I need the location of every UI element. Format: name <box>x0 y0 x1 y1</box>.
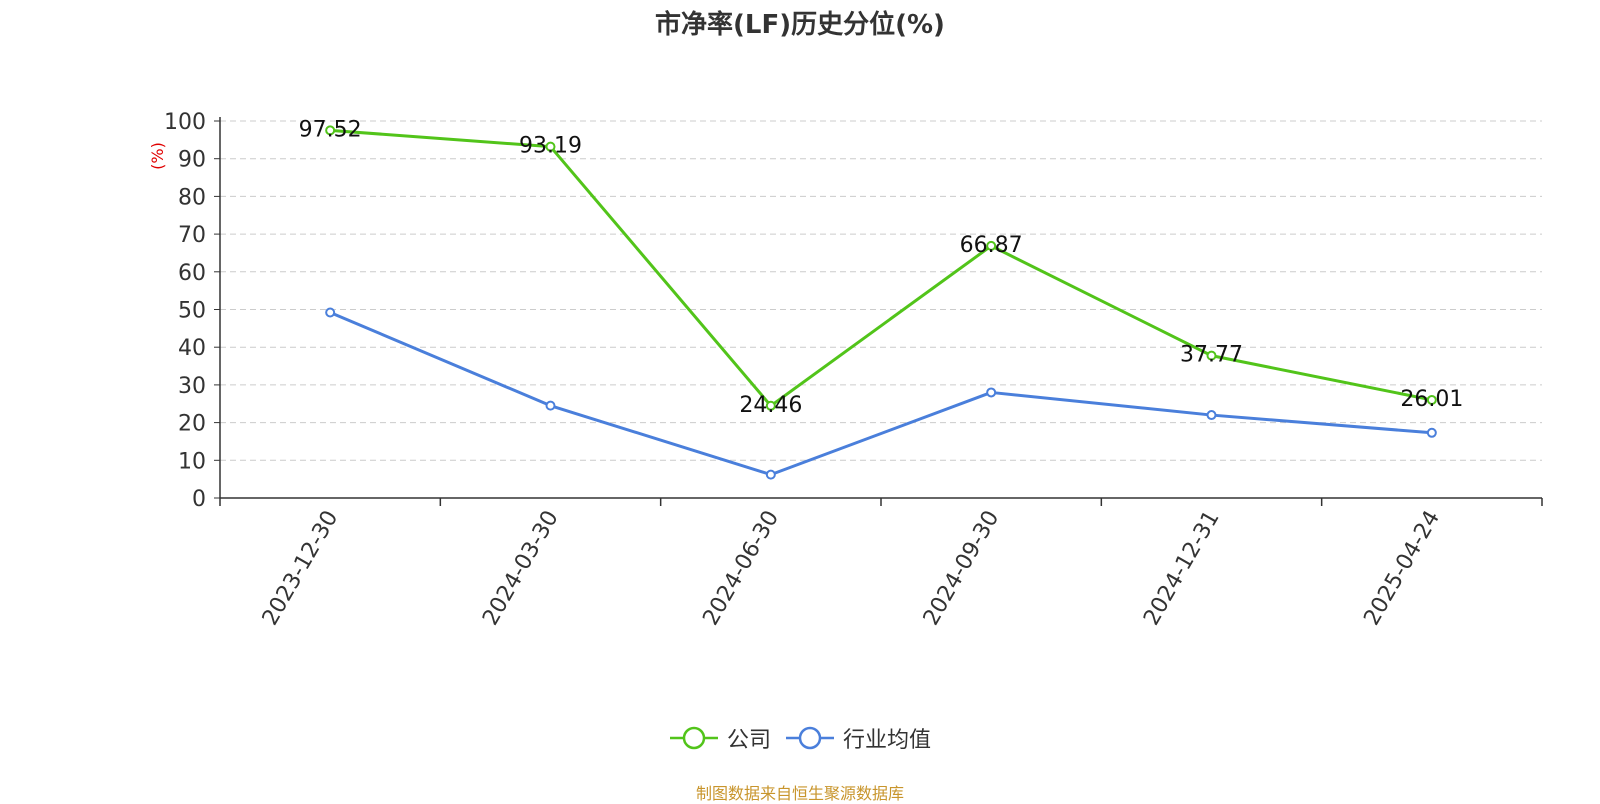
data-labels: 97.52 93.19 24.46 66.87 37.77 26.01 <box>299 117 1464 417</box>
y-tick-label: 0 <box>192 487 206 512</box>
data-point[interactable] <box>1206 410 1217 421</box>
data-label: 37.77 <box>1180 343 1243 368</box>
axes: 0 10 20 30 40 50 60 70 80 90 100 (%) 2023-12-30 2024-… <box>148 110 1543 630</box>
data-point[interactable] <box>765 469 776 480</box>
x-tick-label: 2024-06-30 <box>698 507 784 630</box>
y-tick-label: 30 <box>178 374 206 399</box>
y-tick-label: 100 <box>164 110 206 135</box>
y-tick-label: 20 <box>178 412 206 437</box>
data-label: 26.01 <box>1400 387 1463 412</box>
x-tick-label: 2024-09-30 <box>919 507 1005 630</box>
y-tick-label: 50 <box>178 299 206 324</box>
legend-item-company[interactable]: 公司 <box>669 722 771 754</box>
data-point[interactable] <box>545 141 556 152</box>
y-tick-label: 70 <box>178 223 206 248</box>
grid-lines <box>220 120 1542 461</box>
x-tick-label: 2025-04-24 <box>1359 507 1445 630</box>
x-tick-label: 2023-12-30 <box>258 507 344 630</box>
series-group <box>325 125 1437 480</box>
data-label: 97.52 <box>299 117 362 142</box>
data-point[interactable] <box>325 125 336 136</box>
data-label: 66.87 <box>960 233 1023 258</box>
series-line-industry-average <box>329 311 1432 477</box>
data-point[interactable] <box>545 400 556 411</box>
data-point[interactable] <box>765 400 776 411</box>
legend-line-circle-icon <box>786 726 834 750</box>
y-axis-label: (%) <box>148 142 167 170</box>
data-point[interactable] <box>986 387 997 398</box>
source-note: 制图数据来自恒生聚源数据库 <box>695 784 904 803</box>
data-label: 93.19 <box>519 134 582 159</box>
data-label: 24.46 <box>739 393 802 418</box>
data-point[interactable] <box>1426 427 1437 438</box>
y-tick-label: 40 <box>178 336 206 361</box>
y-tick-label: 90 <box>178 148 206 173</box>
line-chart: 0 10 20 30 40 50 60 70 80 90 100 (%) 2023-12-30 2024-… <box>148 110 1543 630</box>
legend-line-circle-icon <box>669 726 718 750</box>
data-point[interactable] <box>986 240 997 251</box>
data-point[interactable] <box>1206 350 1217 361</box>
y-tick-label: 10 <box>178 449 206 474</box>
legend-item-industry-average[interactable]: 行业均值 <box>785 722 931 754</box>
y-tick-label: 60 <box>178 261 206 286</box>
x-tick-label: 2024-03-30 <box>478 507 564 630</box>
legend: 公司 行业均值 <box>0 722 1600 754</box>
data-point[interactable] <box>1426 394 1437 405</box>
y-tick-label: 80 <box>178 185 206 210</box>
legend-label: 行业均值 <box>843 728 932 753</box>
chart-title: 市净率(LF)历史分位(%) <box>655 10 945 40</box>
x-tick-label: 2024-12-31 <box>1139 507 1225 630</box>
legend-label: 公司 <box>726 728 771 753</box>
data-point[interactable] <box>325 307 336 318</box>
series-line-company <box>330 128 1433 408</box>
